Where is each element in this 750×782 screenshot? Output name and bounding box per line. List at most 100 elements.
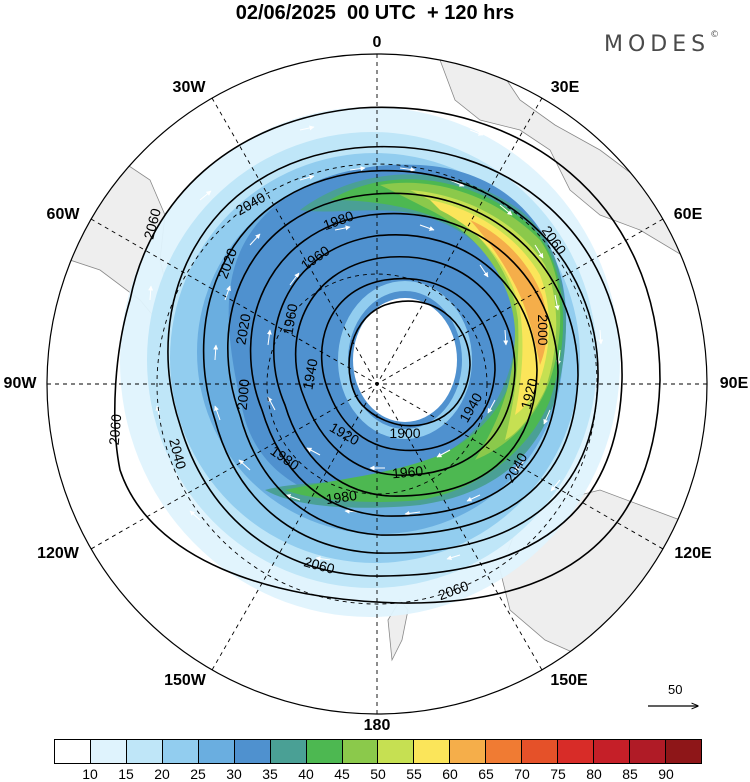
colorbar-tick-label: 20	[154, 766, 170, 782]
map-border	[46, 53, 708, 715]
shade-45	[285, 179, 564, 502]
contour-1900	[348, 300, 471, 427]
lon-label-90w: 90W	[3, 375, 37, 392]
wind-vector	[334, 225, 351, 231]
wind-vector	[285, 494, 301, 501]
colorbar-segment	[90, 740, 127, 763]
lon-label-150w: 150W	[164, 672, 206, 689]
colorbar-segment	[594, 740, 630, 763]
meridian-line	[90, 218, 664, 550]
wind-vector	[199, 190, 212, 201]
wind-vector	[238, 459, 251, 471]
contour-2060	[113, 106, 661, 604]
lon-label-120w: 120W	[37, 545, 79, 562]
colorbar-tick-label: 85	[622, 766, 638, 782]
lon-label-180: 180	[363, 717, 391, 734]
wind-vector	[446, 554, 461, 561]
colorbar-segment	[450, 740, 487, 763]
graticule	[47, 54, 707, 714]
colorbar-tick-label: 45	[334, 766, 350, 782]
brand-name: MODES	[604, 32, 711, 57]
wind-vector	[479, 264, 489, 278]
wind-vector	[213, 344, 219, 361]
wind-vector	[550, 479, 561, 492]
wind-vector	[514, 459, 526, 472]
colorbar-segment	[665, 740, 701, 763]
wind-vector	[267, 396, 276, 411]
contour-1980	[249, 212, 559, 517]
contour-label: 2000	[535, 314, 551, 345]
wind-vector	[399, 166, 416, 172]
contour-1940	[294, 256, 516, 476]
wind-vector	[249, 233, 261, 246]
wind-vector	[487, 399, 496, 414]
colorbar-tick-label: 25	[190, 766, 206, 782]
wind-vector	[349, 166, 366, 172]
latitude-circle	[156, 163, 598, 605]
wind-vector	[306, 447, 321, 456]
colorbar-tick-label: 50	[370, 766, 386, 782]
colorbar-segment	[342, 740, 379, 763]
wind-vector	[266, 329, 272, 346]
lon-label-60w: 60W	[46, 206, 80, 223]
contour-1920	[320, 277, 496, 452]
contour-2000	[227, 192, 579, 536]
wind-vector	[214, 405, 221, 421]
copyright-mark: ©	[710, 30, 720, 40]
colorbar-tick-label: 65	[478, 766, 494, 782]
contour-label: 1980	[325, 487, 358, 507]
wind-vector	[189, 510, 201, 521]
contour-label: 1960	[391, 463, 424, 482]
lon-label-120e: 120E	[674, 545, 712, 562]
colorbar-segment	[270, 740, 307, 763]
wind-vector	[543, 409, 551, 425]
lon-label-0: 0	[372, 34, 382, 51]
wind-vector	[499, 204, 513, 216]
colorbar-segment	[522, 740, 559, 763]
wind-speed-shading	[120, 107, 620, 617]
contour-label: 2060	[106, 413, 125, 446]
wind-vector	[224, 285, 231, 301]
contour-1960	[272, 234, 538, 497]
map-title: 02/06/2025 00 UTC + 120 hrs	[235, 2, 515, 24]
colorbar-tick-label: 75	[550, 766, 566, 782]
wind-reference-label: 50	[668, 682, 683, 697]
contour-label: 2060	[140, 206, 164, 240]
colorbar-tick-label: 60	[442, 766, 458, 782]
colorbar-segment	[126, 740, 163, 763]
contour-2040	[167, 145, 623, 577]
wind-vector	[449, 179, 465, 187]
wind-vector	[469, 129, 484, 136]
contour-label: 2020	[232, 312, 253, 346]
lon-label-30e: 30E	[550, 79, 580, 96]
shade-polar-low	[353, 298, 457, 422]
shade-65	[470, 220, 548, 365]
wind-vector	[534, 244, 544, 259]
lon-label-30w: 30W	[172, 79, 206, 96]
colorbar-segment	[630, 740, 666, 763]
colorbar-segment	[234, 740, 271, 763]
contour-label: 1940	[299, 357, 320, 391]
colorbar-segment	[198, 740, 235, 763]
colorbar-tick-label: 30	[226, 766, 242, 782]
wind-vector	[466, 494, 481, 502]
colorbar-segment	[414, 740, 451, 763]
contour-label: 1900	[389, 425, 420, 441]
colorbar-tick-label: 70	[514, 766, 530, 782]
height-contours	[113, 106, 661, 604]
colorbar-tick-label: 55	[406, 766, 422, 782]
colorbar-segment	[378, 740, 415, 763]
wind-vector	[148, 285, 154, 301]
wind-vector	[404, 510, 421, 516]
wind-vector	[289, 272, 300, 286]
wind-vector	[436, 449, 451, 458]
contour-label: 2060	[302, 553, 336, 577]
colorbar-segment	[306, 740, 343, 763]
colorbar	[54, 739, 702, 764]
colorbar-segment	[558, 740, 595, 763]
colorbar-tick-label: 35	[262, 766, 278, 782]
colorbar-segment	[486, 740, 523, 763]
modes-logo: MODES©	[604, 30, 720, 57]
wind-vector	[554, 294, 560, 311]
